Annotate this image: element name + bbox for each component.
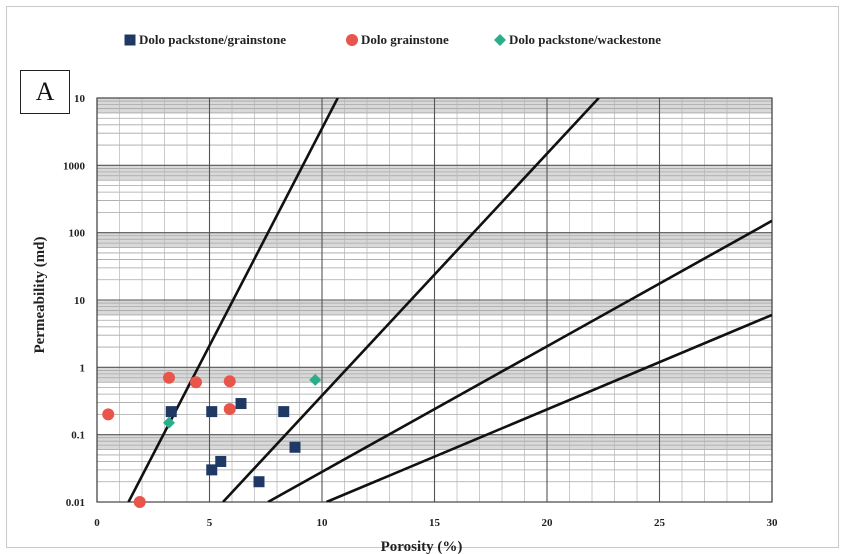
x-tick-label-0: 0 [94,517,100,529]
reference-line-4 [325,313,772,502]
data-point-1-8 [253,476,265,488]
legend-marker-2 [346,34,358,46]
data-point-1-6 [215,455,227,467]
legend-label-3: Dolo packstone/wackestone [509,32,661,47]
data-point-3-1 [309,373,322,386]
x-tick-label-4: 20 [542,517,554,529]
legend-marker-3 [494,34,506,46]
data-point-2-3 [190,376,202,389]
series-2 [102,371,236,508]
y-tick-label-0: 0.01 [66,497,85,509]
data-point-2-6 [133,496,146,508]
panel-label: A [20,70,70,114]
data-point-1-4 [278,406,290,418]
x-tick-label-5: 25 [654,517,666,529]
data-point-2-2 [163,371,175,384]
y-tick-label-2: 1 [80,362,86,374]
x-tick-label-2: 10 [317,517,329,529]
y-tick-label-4: 100 [69,228,86,240]
x-tick-label-6: 30 [767,517,779,529]
reference-lines [127,98,772,502]
data-point-2-4 [223,375,236,388]
plot-border [96,97,773,503]
y-axis-title: Permeability (md) [32,236,48,353]
data-point-2-1 [102,408,115,421]
data-point-3-2 [163,416,175,429]
data-point-1-5 [289,441,301,453]
legend-label-1: Dolo packstone/grainstone [139,32,286,47]
data-point-1-1 [165,406,177,418]
reference-line-1 [127,98,339,502]
x-tick-label-3: 15 [429,517,441,529]
y-tick-label-3: 10 [74,295,86,307]
data-point-1-2 [206,406,218,418]
series-1 [165,398,301,488]
data-point-2-5 [223,403,236,416]
reference-line-3 [267,219,772,502]
y-tick-label-5: 1000 [63,160,86,172]
y-tick-label-6: 10 [74,93,86,105]
x-tick-label-1: 5 [207,517,213,529]
reference-line-2 [222,98,600,502]
y-tick-label-1: 0.1 [71,430,85,442]
series-3 [163,373,322,429]
legend-marker-1 [124,34,136,46]
x-axis-title: Porosity (%) [381,539,463,554]
data-point-1-3 [235,398,247,410]
legend-label-2: Dolo grainstone [361,32,449,47]
figure-border [6,6,839,548]
data-point-1-7 [206,464,218,476]
